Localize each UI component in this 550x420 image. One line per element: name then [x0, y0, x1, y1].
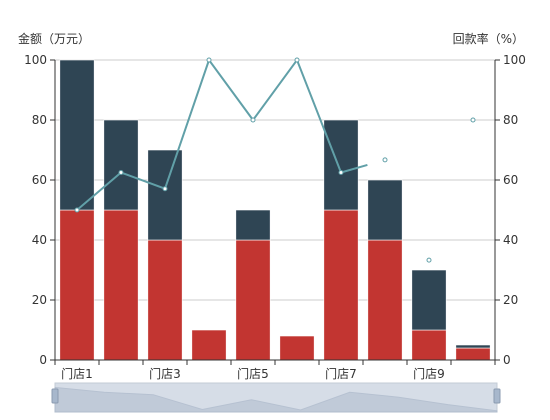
x-tick-label: 门店5: [237, 366, 269, 381]
line-point: [382, 157, 388, 163]
bar-segment-1: [367, 239, 403, 361]
y-axis-right-label: 回款率（%）: [453, 31, 524, 46]
y-left-tick-label: 80: [32, 113, 47, 127]
y-right-tick-label: 40: [503, 233, 518, 247]
y-axis-left-label: 金额（万元）: [18, 31, 90, 46]
zoom-handle-right[interactable]: [493, 388, 501, 404]
y-right-tick-label: 20: [503, 293, 518, 307]
x-tick-label: 门店7: [325, 366, 357, 381]
bar-segment-2: [411, 269, 447, 331]
data-zoom-slider[interactable]: [51, 382, 501, 413]
line-point: [206, 57, 212, 63]
y-left-tick-label: 0: [39, 353, 47, 367]
line-series: [74, 57, 476, 263]
line-point: [118, 170, 124, 175]
line-path: [76, 57, 368, 211]
line-point: [294, 57, 300, 63]
line-point: [74, 207, 80, 213]
line-point: [470, 117, 476, 123]
x-tick-label: 门店1: [61, 366, 93, 381]
bar-segment-1: [147, 239, 183, 361]
axes: 0 0 20 20 40 40 60 60 80 80 100 100 门店1 门店3 门店5 门店7 门店9: [24, 53, 526, 381]
bars: [59, 59, 491, 361]
bar-segment-1: [191, 329, 227, 361]
bar-segment-1: [59, 209, 95, 361]
y-right-tick-label: 60: [503, 173, 518, 187]
bar-segment-2: [147, 149, 183, 241]
line-point: [250, 117, 256, 123]
y-left-tick-label: 40: [32, 233, 47, 247]
x-tick-label: 门店3: [149, 366, 181, 381]
bar-segment-1: [411, 329, 447, 361]
x-tick-label: 门店9: [413, 366, 445, 381]
zoom-handle-left[interactable]: [51, 388, 59, 404]
bar-segment-1: [279, 335, 315, 361]
line-point: [162, 186, 168, 192]
y-left-tick-label: 100: [24, 53, 47, 67]
bar-segment-1: [323, 209, 359, 361]
bar-segment-2: [367, 179, 403, 241]
bar-segment-2: [455, 344, 491, 349]
y-right-tick-label: 0: [503, 353, 511, 367]
bar-segment-2: [235, 209, 271, 241]
bar-segment-2: [59, 59, 95, 211]
line-point: [426, 257, 432, 263]
bar-segment-1: [455, 347, 491, 361]
line-point: [338, 170, 344, 175]
y-left-tick-label: 20: [32, 293, 47, 307]
y-right-tick-label: 100: [503, 53, 526, 67]
bar-segment-1: [103, 209, 139, 361]
y-right-tick-label: 80: [503, 113, 518, 127]
bar-segment-2: [103, 119, 139, 211]
y-left-tick-label: 60: [32, 173, 47, 187]
bar-segment-2: [323, 119, 359, 211]
bar-segment-1: [235, 239, 271, 361]
zoom-shadow-series: [54, 386, 498, 413]
